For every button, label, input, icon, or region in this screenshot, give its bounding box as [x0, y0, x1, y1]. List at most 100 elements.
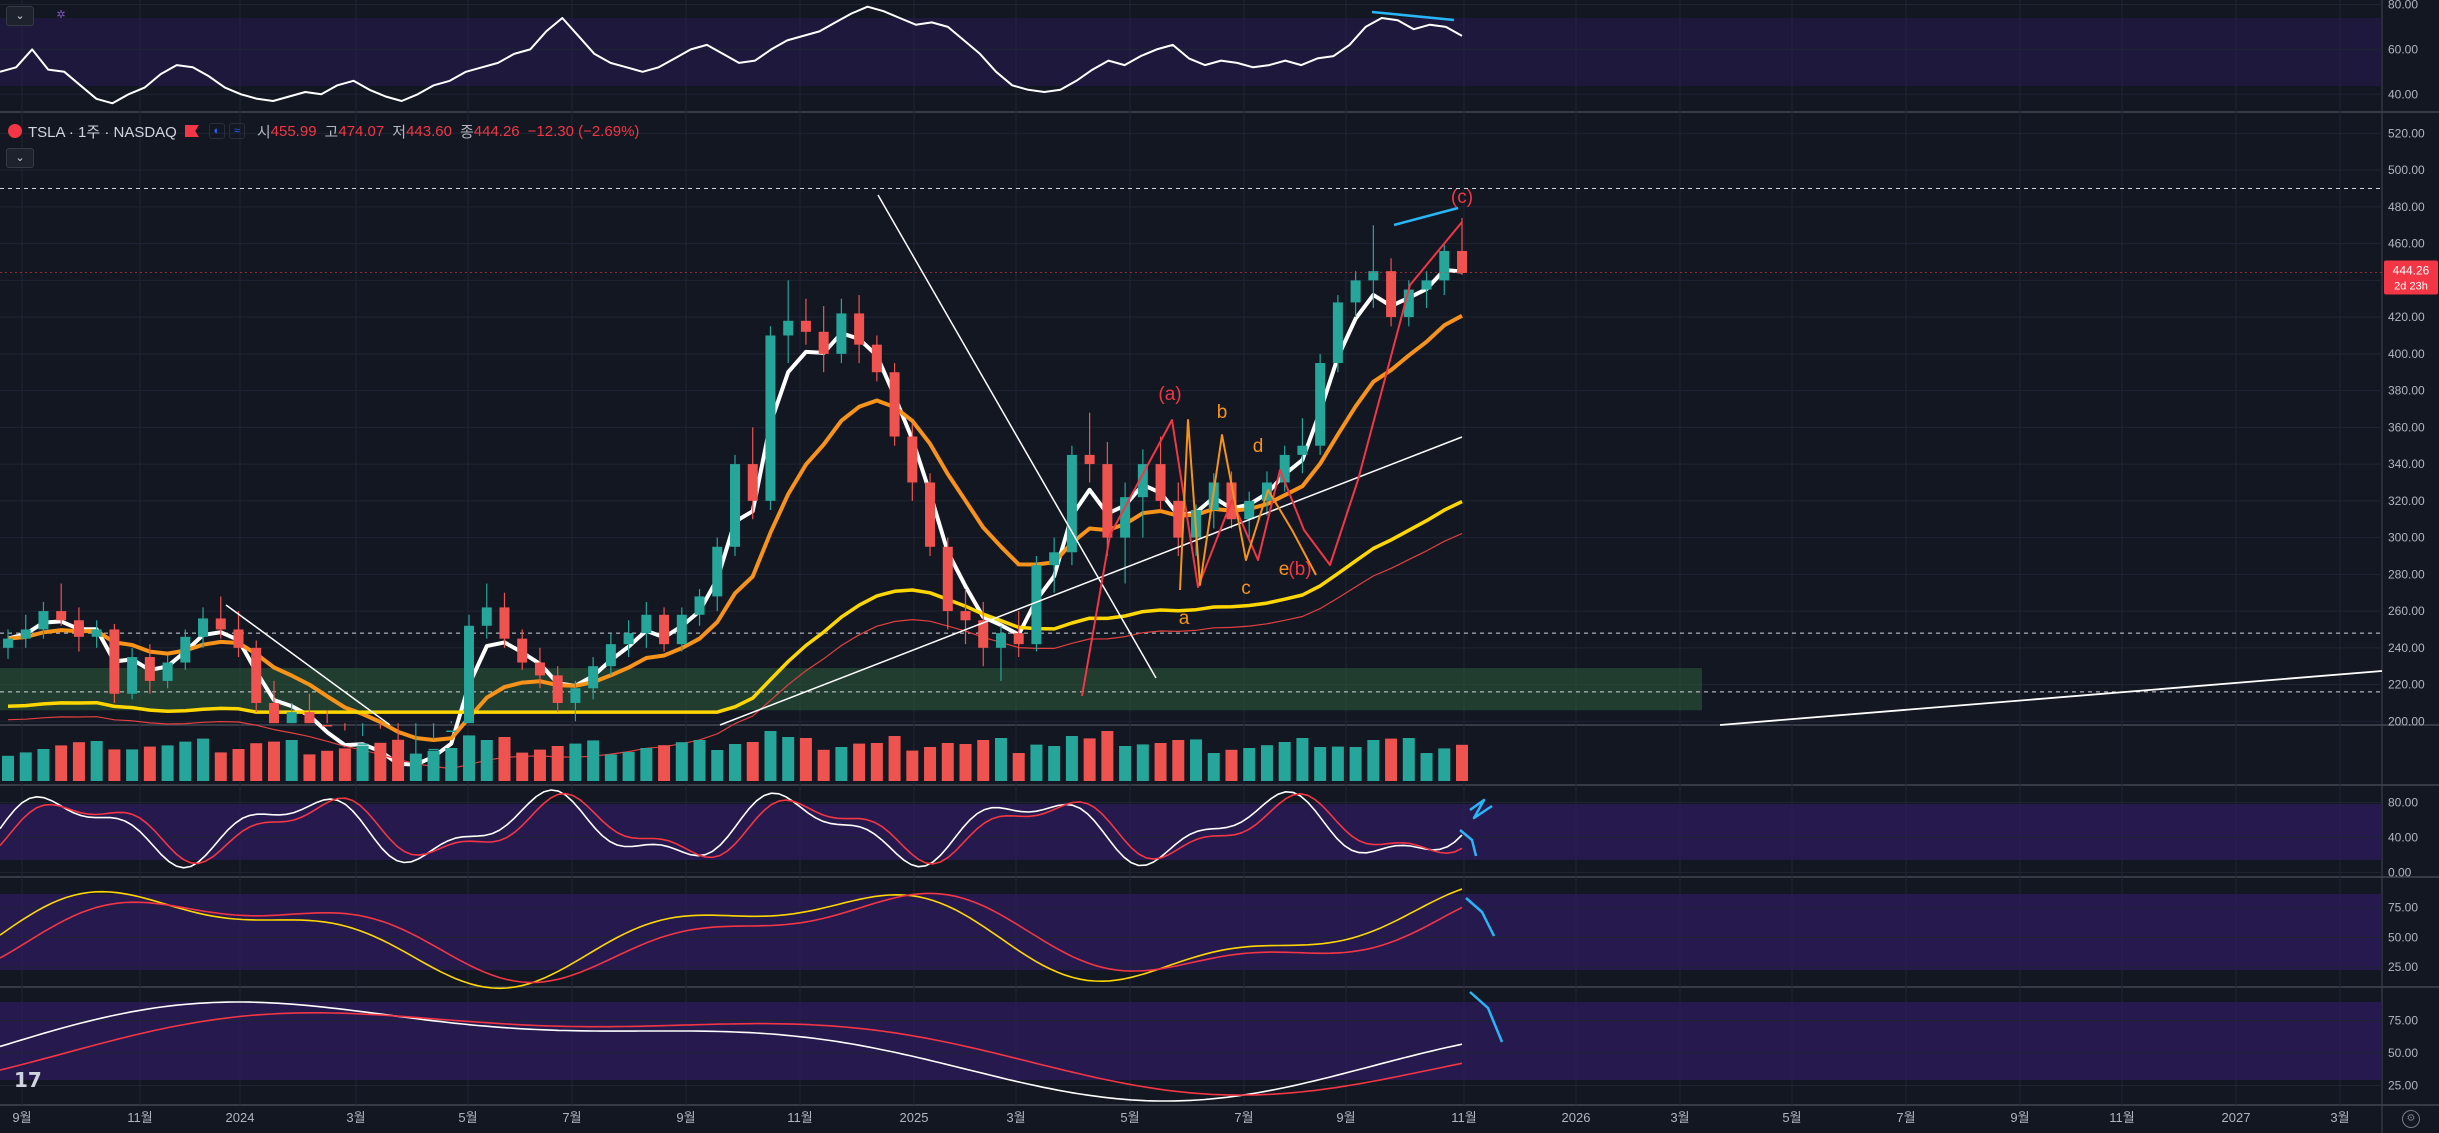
candle-body [428, 748, 439, 751]
volume-bar [551, 746, 564, 781]
y-axis-tick-label: 280.00 [2388, 567, 2425, 581]
volume-bar [516, 752, 529, 781]
candle-body [73, 620, 84, 637]
x-axis-tick-label: 11월 [2109, 1110, 2134, 1125]
volume-bar [303, 754, 316, 781]
volume-bar [321, 750, 334, 781]
volume-bar [569, 743, 582, 781]
volume-bar [1172, 740, 1185, 781]
close-value: 444.26 [473, 122, 520, 140]
volume-bar [817, 749, 830, 781]
collapse-top-button[interactable]: ⌄ [6, 6, 34, 26]
candle-body [91, 629, 102, 637]
y-axis-tick-label: 500.00 [2388, 163, 2425, 177]
osc2-band [0, 894, 2382, 970]
candle-body [286, 712, 297, 724]
candle-body [747, 464, 758, 501]
candle-body [623, 633, 634, 645]
osc-top-line [0, 5, 1463, 105]
volume-bar [924, 747, 937, 781]
osc-top-divergence [1371, 10, 1455, 22]
osc-top-band [0, 18, 2382, 86]
osc2-fast [0, 888, 1463, 990]
volume-bar [604, 754, 617, 781]
indicator-settings-button[interactable]: ✲ [48, 6, 74, 24]
volume-bar [906, 750, 919, 781]
last-price-value: 444.26 [2393, 264, 2430, 278]
volume-bar [658, 745, 671, 781]
tradingview-logo[interactable]: 17 [14, 1068, 42, 1092]
eye-icon[interactable]: ◐ [208, 123, 225, 139]
x-axis-tick-label: 3월 [1006, 1110, 1025, 1125]
volume-bar [711, 750, 724, 781]
volume-bar [1420, 753, 1433, 781]
candle-body [995, 633, 1006, 648]
candle-body [1244, 500, 1255, 520]
volume-bar [374, 742, 387, 781]
x-axis-tick-label: 2025 [900, 1110, 929, 1125]
ma-slow-line [7, 500, 1463, 714]
candle-body [1279, 454, 1290, 483]
candle-body [268, 702, 279, 724]
volume-bar [782, 737, 795, 781]
wave-label: c [1241, 578, 1251, 599]
wave-label: a [1179, 608, 1190, 629]
volume-bar [197, 738, 210, 781]
trendline-2025-down [877, 194, 1157, 679]
volume-bar [55, 745, 68, 781]
x-axis-tick-label: 9월 [12, 1110, 31, 1125]
y-axis-tick-label: 25.00 [2388, 1079, 2418, 1093]
volume-bar [1101, 731, 1114, 781]
candle-body [144, 657, 155, 681]
flag-icon[interactable] [184, 125, 199, 137]
symbol-title[interactable]: TSLA · 1주 · NASDAQ [28, 123, 177, 141]
volume-bar [108, 749, 121, 781]
osc2-arrow [1465, 897, 1496, 937]
candle-countdown: 2d 23h [2394, 281, 2428, 293]
y-axis-tick-label: 75.00 [2388, 901, 2418, 915]
y-axis-tick-label: 200.00 [2388, 714, 2425, 728]
collapse-legend-button[interactable]: ⌄ [6, 148, 34, 168]
y-axis-tick-label: 240.00 [2388, 641, 2425, 655]
close-label: 종 [459, 123, 474, 141]
volume-bar [285, 740, 298, 781]
volume-bar [1154, 743, 1167, 781]
volume-bar [870, 743, 883, 781]
candle-body [1137, 464, 1148, 498]
volume-bar [480, 740, 493, 781]
candle-body [1368, 271, 1379, 281]
candle-body [127, 657, 138, 694]
osc1-band [0, 804, 2382, 860]
candles [3, 217, 1467, 767]
candle-body [464, 625, 475, 724]
volume-bar [959, 744, 972, 781]
y-axis-tick-label: 80.00 [2388, 0, 2418, 11]
candle-body [198, 618, 209, 637]
osc1-arrow [1459, 829, 1478, 857]
volume-bar [729, 744, 741, 781]
volume-bar [250, 743, 263, 781]
high-value: 474.07 [338, 122, 385, 140]
candle-body [215, 618, 226, 630]
candle-body [889, 372, 900, 437]
ma-red-line [7, 532, 1463, 770]
candle-body [641, 614, 652, 634]
y-axis-tick-label: 40.00 [2388, 87, 2418, 101]
chevron-down-icon: ⌄ [15, 152, 25, 164]
y-axis-tick-label: 400.00 [2388, 347, 2425, 361]
candle-body [1155, 464, 1166, 501]
compare-icon[interactable]: ≈ [228, 123, 245, 139]
volume-bar [179, 741, 192, 781]
y-axis-tick-label: 60.00 [2388, 42, 2418, 56]
volume-bar [1260, 745, 1273, 781]
x-axis-tick-label: 5월 [458, 1110, 477, 1125]
volume-bar [675, 742, 688, 781]
candle-body [322, 725, 333, 727]
candle-body [109, 629, 120, 694]
candle-body [517, 638, 528, 663]
elliott-wave-line [1081, 221, 1463, 697]
gear-icon[interactable]: ⚙ [2402, 1110, 2420, 1128]
candle-body [251, 647, 262, 703]
candle-body [765, 335, 776, 501]
